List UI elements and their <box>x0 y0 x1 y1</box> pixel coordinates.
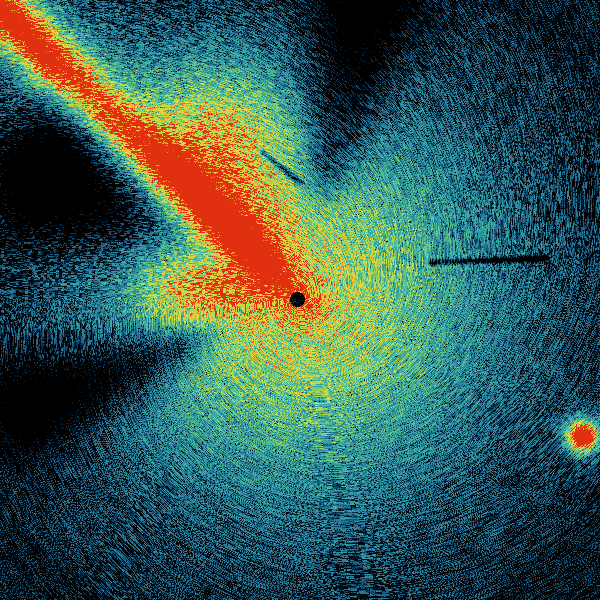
speckle-image-canvas <box>0 0 600 600</box>
image-canvas-container <box>0 0 600 600</box>
